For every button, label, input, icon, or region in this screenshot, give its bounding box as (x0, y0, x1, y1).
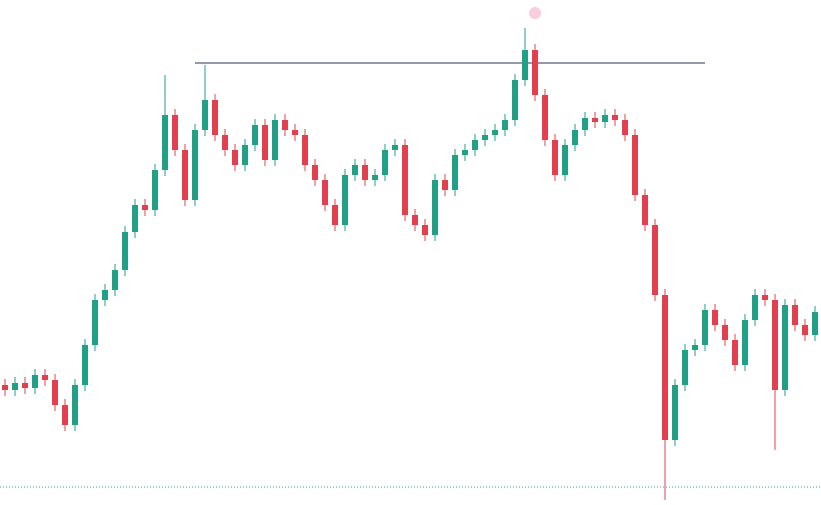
candle-body (652, 225, 658, 295)
candle-body (172, 115, 178, 150)
candle-body (332, 205, 338, 225)
candle-body (222, 135, 228, 150)
candle-body (122, 232, 128, 270)
candle-body (682, 350, 688, 385)
candle-body (312, 165, 318, 180)
candle-body (762, 295, 768, 300)
candle-body (442, 180, 448, 190)
candle-body (562, 145, 568, 175)
candle-body (522, 50, 528, 80)
candle-body (642, 195, 648, 225)
candle-body (792, 305, 798, 325)
candle-body (302, 135, 308, 165)
candle-body (662, 295, 668, 440)
candle-body (132, 205, 138, 232)
candle-body (612, 115, 618, 120)
candle-body (262, 125, 268, 160)
candle-body (292, 130, 298, 135)
candle-body (422, 225, 428, 235)
candle-body (732, 340, 738, 365)
candle-body (272, 120, 278, 160)
candle-body (782, 305, 788, 390)
candle-body (812, 312, 818, 335)
candle-body (592, 118, 598, 122)
candle-body (432, 180, 438, 235)
candle-body (532, 50, 538, 95)
candle-body (772, 300, 778, 390)
candle-body (402, 145, 408, 215)
candle-body (472, 140, 478, 150)
candle-body (352, 165, 358, 175)
candle-body (622, 120, 628, 135)
candle-body (722, 325, 728, 340)
candle-body (252, 125, 258, 145)
candle-body (742, 320, 748, 365)
candle-body (42, 375, 48, 380)
candle-body (392, 145, 398, 150)
candle-body (362, 165, 368, 180)
candle-body (632, 135, 638, 195)
candle-body (102, 290, 108, 300)
candle-body (212, 100, 218, 135)
candle-body (452, 155, 458, 190)
candle-body (282, 120, 288, 130)
candle-body (582, 118, 588, 130)
candle-body (52, 380, 58, 405)
candle-body (232, 150, 238, 165)
candle-body (412, 215, 418, 225)
candle-body (142, 205, 148, 210)
candle-body (202, 100, 208, 130)
candle-body (92, 300, 98, 345)
candle-body (322, 180, 328, 205)
candle-body (552, 140, 558, 175)
candle-body (802, 325, 808, 335)
candle-body (462, 150, 468, 155)
candle-body (342, 175, 348, 225)
candle-body (32, 375, 38, 388)
candle-body (242, 145, 248, 165)
candle-body (82, 345, 88, 385)
candle-body (692, 345, 698, 350)
candle-body (372, 175, 378, 180)
candle-body (112, 270, 118, 290)
candle-body (182, 150, 188, 200)
candle-body (62, 405, 68, 425)
candle-body (542, 95, 548, 140)
marker-dot (529, 7, 541, 19)
candle-body (152, 170, 158, 210)
candle-body (492, 130, 498, 135)
candle-body (502, 120, 508, 130)
candle-body (2, 385, 8, 390)
candle-body (702, 310, 708, 345)
candle-body (572, 130, 578, 145)
candle-body (672, 385, 678, 440)
candle-body (512, 80, 518, 120)
candle-body (72, 385, 78, 425)
candle-body (192, 130, 198, 200)
candle-body (382, 150, 388, 175)
candle-body (12, 383, 18, 390)
candle-body (602, 115, 608, 122)
candle-body (482, 135, 488, 140)
candle-body (162, 115, 168, 170)
candle-body (712, 310, 718, 325)
candle-body (22, 383, 28, 388)
candle-body (752, 295, 758, 320)
